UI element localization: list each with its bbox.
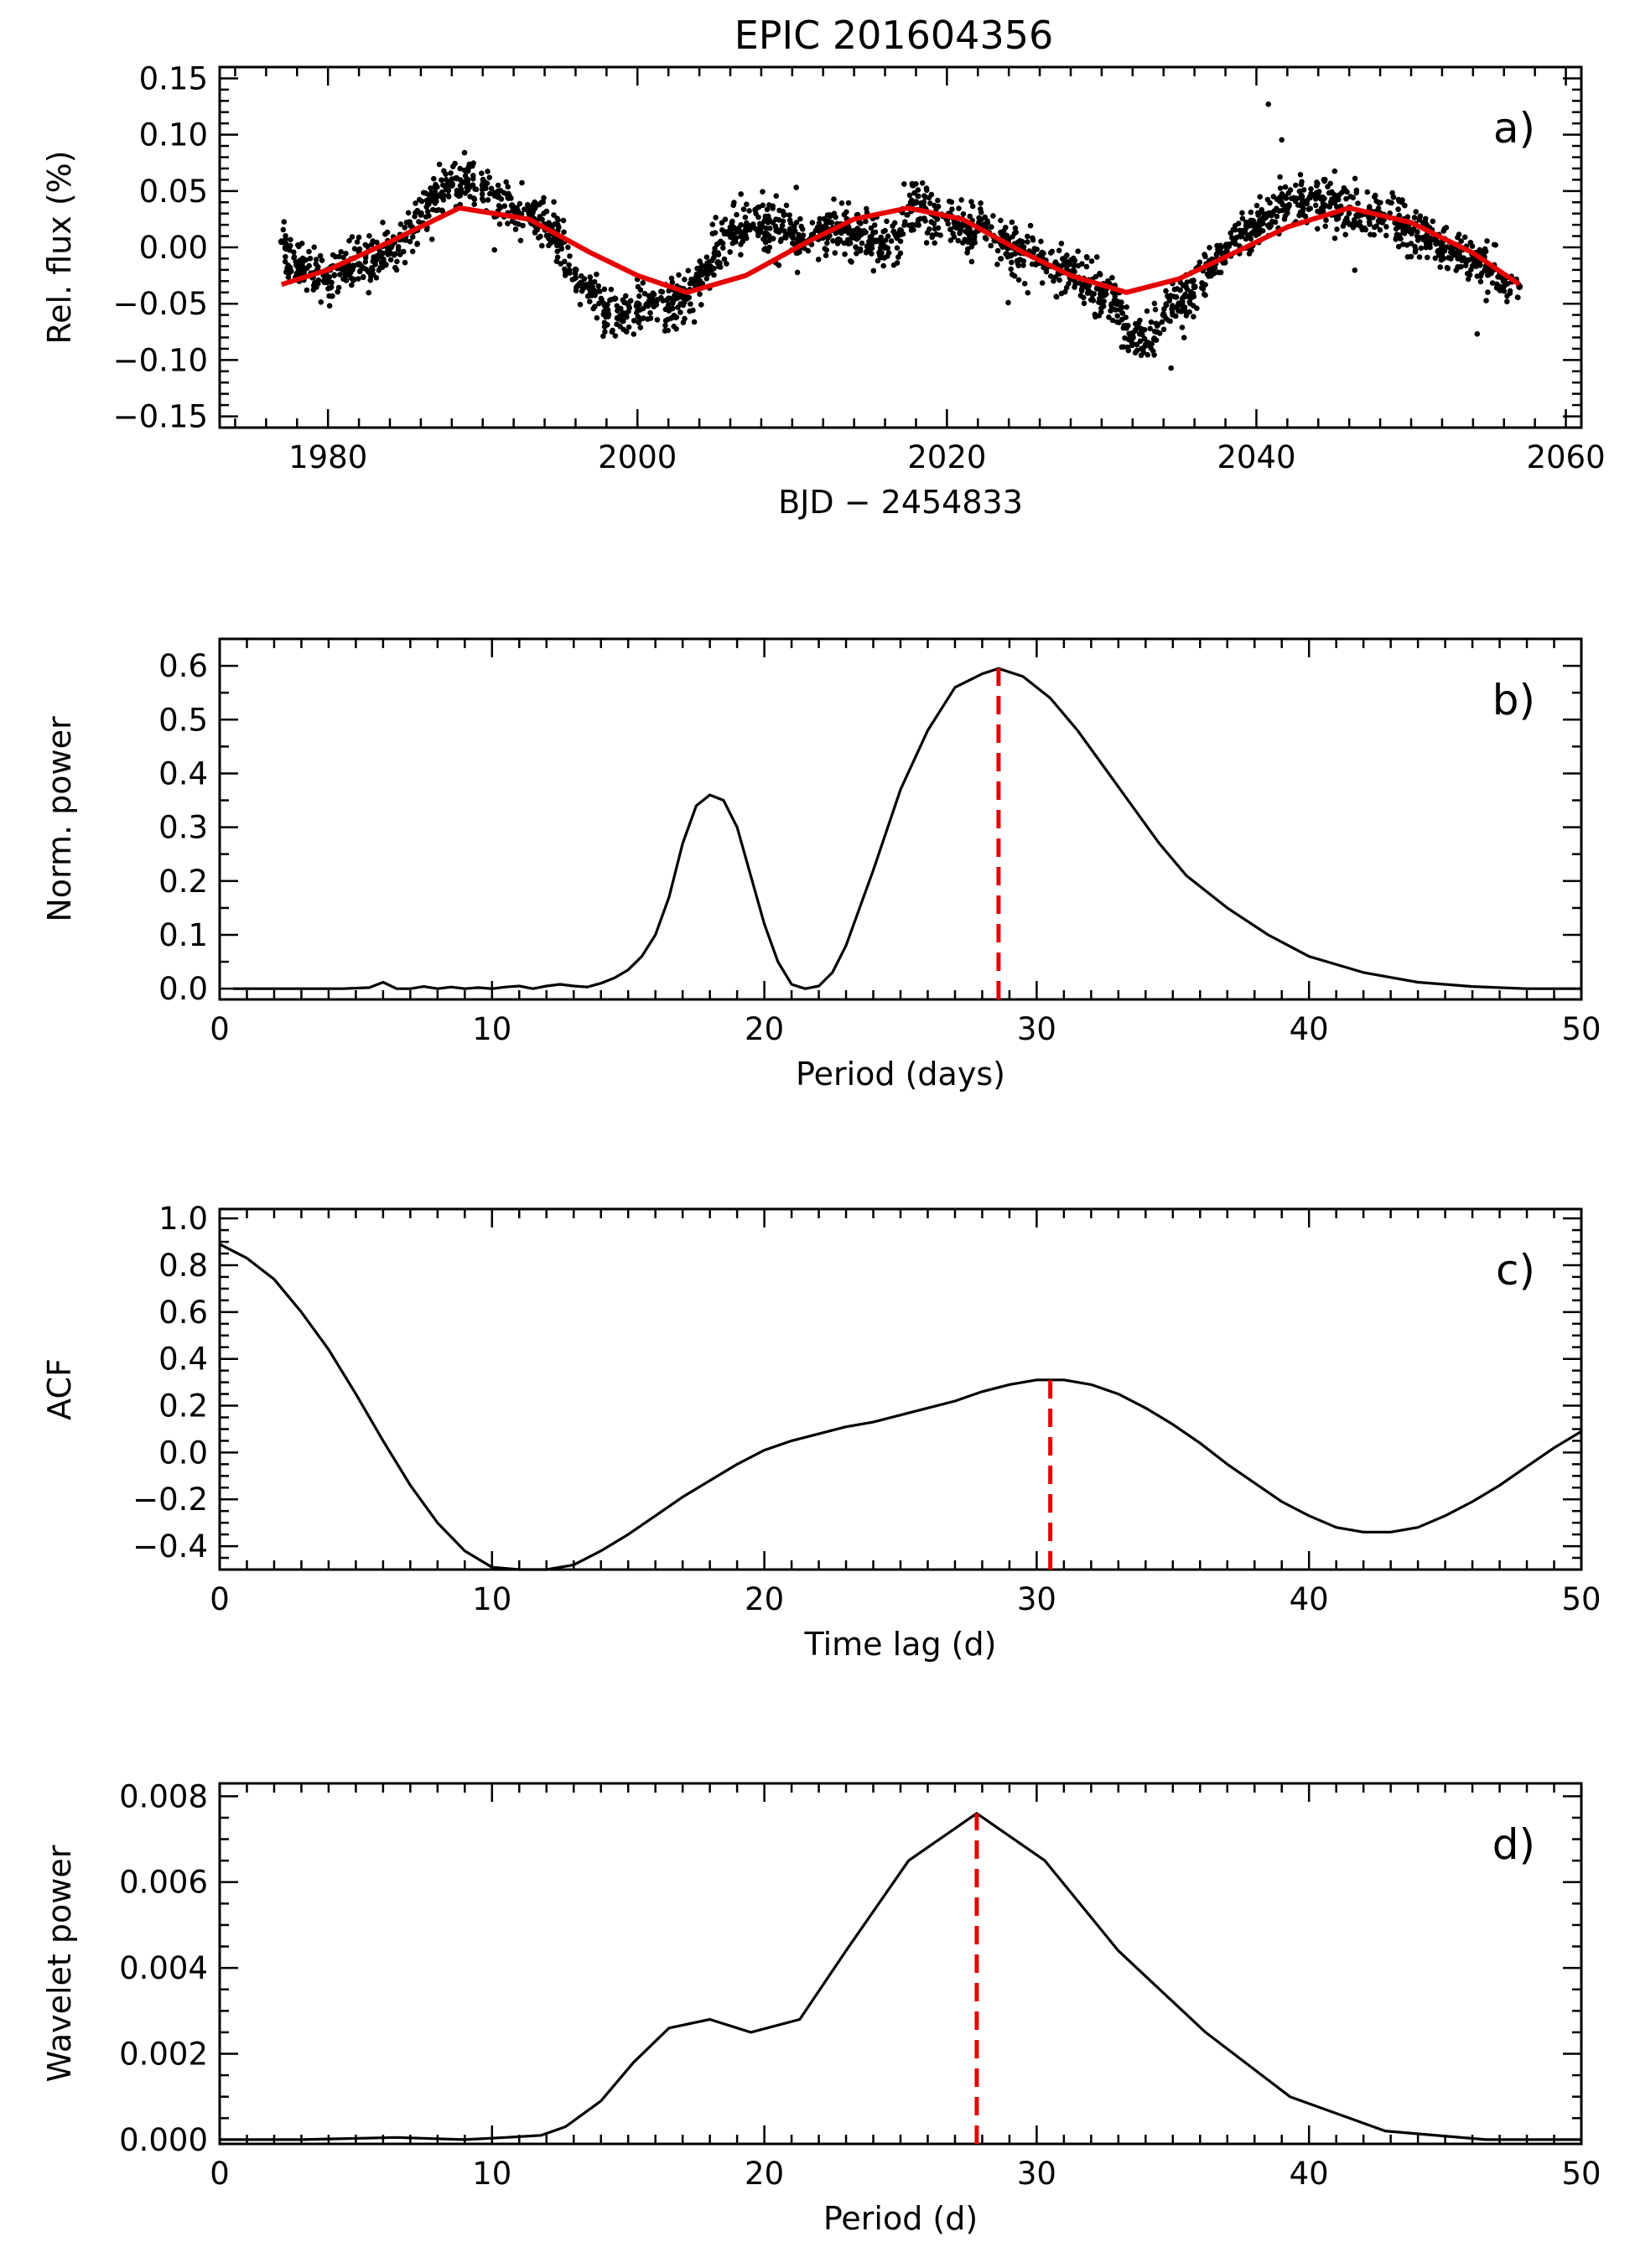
flux-scatter-cloud: [280, 101, 1522, 371]
panel-a-xtick-label: 2020: [907, 439, 986, 475]
panel-b-ytick-label: 0.5: [158, 702, 208, 738]
panel-d-xtick-label: 10: [472, 2156, 511, 2192]
panel-b-ylabel: Norm. power: [41, 716, 78, 922]
panel-c-xlabel: Time lag (d): [804, 1626, 997, 1663]
panel-b-curve: [233, 667, 1581, 990]
panel-a-ytick-label: 0.10: [139, 117, 208, 153]
panel-a-xlabel: BJD − 2454833: [778, 484, 1023, 521]
sinusoid-fit-line: [280, 205, 1521, 295]
panel-a-ytick-label: 0.00: [139, 230, 208, 266]
panel-b-xtick-label: 30: [1017, 1011, 1056, 1047]
panel-d-xtick-label: 50: [1561, 2156, 1601, 2192]
panel-b-ytick-label: 0.3: [158, 810, 208, 846]
panel-d-xlabel: Period (d): [823, 2200, 978, 2237]
panel-d-ytick-label: 0.004: [119, 1950, 208, 1986]
panel-b-ytick-label: 0.2: [158, 864, 208, 900]
panel-c-xtick-label: 40: [1290, 1581, 1329, 1617]
panel-b-ytick-label: 0.4: [158, 755, 208, 791]
panel-b-xtick-label: 10: [472, 1011, 511, 1047]
panel-c-ytick-label: 0.4: [158, 1342, 208, 1378]
panel-c-ytick-label: −0.4: [132, 1528, 208, 1565]
panel-a-xtick-label: 2060: [1526, 439, 1605, 475]
panel-b-xtick-label: 40: [1290, 1011, 1329, 1047]
panel-b-xtick-label: 0: [210, 1011, 230, 1047]
panel-a-ytick-label: 0.05: [139, 174, 208, 210]
panel-d-ytick-label: 0.006: [119, 1865, 208, 1901]
panel-d-frame: [218, 1782, 1583, 2146]
panel-c-xtick-label: 50: [1561, 1581, 1601, 1617]
panel-b-label: b): [1492, 676, 1535, 724]
panel-d-ylabel: Wavelet power: [41, 1845, 78, 2082]
panel-a-ytick-label: −0.15: [113, 399, 208, 435]
panel-a-xtick-label: 2040: [1217, 439, 1295, 475]
panel-b-xlabel: Period (days): [796, 1056, 1005, 1092]
panel-b-frame: [218, 637, 1583, 1001]
panel-d-xtick-label: 30: [1017, 2156, 1056, 2192]
panel-d-xtick-label: 40: [1290, 2156, 1329, 2192]
panel-d-xtick-label: 20: [745, 2156, 784, 2192]
panel-c-xtick-label: 20: [745, 1581, 784, 1617]
panel-c-ytick-label: 0.0: [158, 1435, 208, 1471]
panel-c-ytick-label: 0.2: [158, 1388, 208, 1425]
panel-d-ytick-label: 0.002: [119, 2037, 208, 2073]
panel-a-label: a): [1493, 104, 1535, 153]
panel-c-xtick-label: 30: [1017, 1581, 1056, 1617]
panel-c-xtick-label: 0: [210, 1581, 230, 1617]
panel-a-ylabel: Rel. flux (%): [41, 150, 78, 344]
panel-c-ytick-label: 0.6: [158, 1295, 208, 1331]
panel-d-xtick-label: 0: [210, 2156, 230, 2192]
panel-b-ytick-label: 0.6: [158, 648, 208, 684]
panel-d-label: d): [1492, 1820, 1535, 1869]
panel-c-ylabel: ACF: [41, 1358, 78, 1420]
panel-d-ytick-label: 0.000: [119, 2122, 208, 2158]
panel-a-frame: [218, 65, 1583, 429]
panel-c-label: c): [1496, 1246, 1535, 1295]
panel-c-ytick-label: −0.2: [132, 1482, 208, 1518]
panel-a-ytick-label: −0.10: [113, 342, 208, 378]
figure-title: EPIC 201604356: [734, 13, 1054, 58]
panel-b-xtick-label: 50: [1561, 1011, 1601, 1047]
panel-c-ytick-label: 0.8: [158, 1248, 208, 1284]
panel-a-ytick-label: 0.15: [139, 60, 208, 96]
panel-a-ytick-label: −0.05: [113, 286, 208, 322]
panel-b-ytick-label: 0.1: [158, 917, 208, 953]
panel-c-frame: [218, 1207, 1583, 1571]
panel-a-xtick-label: 1980: [288, 439, 367, 475]
panel-a-xtick-label: 2000: [598, 439, 677, 475]
panel-c-curve: [219, 1243, 1582, 1571]
panel-c-xtick-label: 10: [472, 1581, 511, 1617]
panel-d-ytick-label: 0.008: [119, 1778, 208, 1814]
panel-d-curve: [220, 1812, 1581, 2141]
panel-b-xtick-label: 20: [745, 1011, 784, 1047]
panel-b-ytick-label: 0.0: [158, 971, 208, 1007]
panel-c-ytick-label: 1.0: [158, 1201, 208, 1237]
